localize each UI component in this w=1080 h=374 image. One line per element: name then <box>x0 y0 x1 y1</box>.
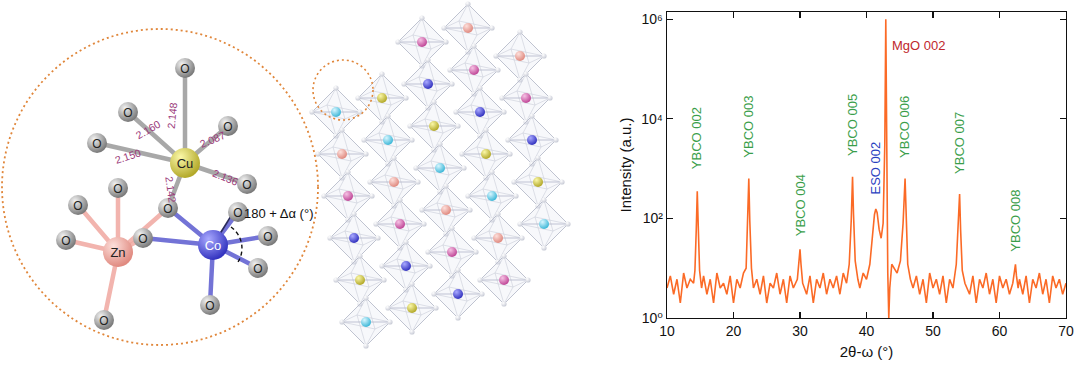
svg-text:YBCO 005: YBCO 005 <box>845 94 860 156</box>
svg-text:Cu: Cu <box>177 156 194 171</box>
svg-text:O: O <box>242 178 251 192</box>
svg-text:O: O <box>113 182 122 196</box>
svg-text:10: 10 <box>659 323 675 339</box>
svg-text:10²: 10² <box>643 210 664 226</box>
svg-text:180 + Δα (°): 180 + Δα (°) <box>244 206 313 221</box>
svg-text:O: O <box>99 314 108 328</box>
svg-text:Intensity (a.u.): Intensity (a.u.) <box>617 117 634 212</box>
svg-text:ESO 002: ESO 002 <box>868 142 883 195</box>
svg-text:10⁶: 10⁶ <box>642 11 663 27</box>
svg-text:O: O <box>61 234 70 248</box>
svg-text:O: O <box>180 62 189 76</box>
svg-text:O: O <box>223 120 232 134</box>
svg-text:2.087: 2.087 <box>198 129 227 150</box>
svg-text:20: 20 <box>726 323 742 339</box>
svg-text:MgO 002: MgO 002 <box>892 38 945 53</box>
svg-text:O: O <box>138 232 147 246</box>
svg-text:YBCO 002: YBCO 002 <box>689 107 704 169</box>
svg-text:O: O <box>123 106 132 120</box>
svg-text:O: O <box>92 137 101 151</box>
svg-text:O: O <box>205 299 214 313</box>
svg-text:O: O <box>263 230 272 244</box>
svg-text:70: 70 <box>1058 323 1074 339</box>
svg-text:YBCO 007: YBCO 007 <box>952 112 967 174</box>
svg-text:10⁴: 10⁴ <box>641 111 663 127</box>
svg-text:YBCO 004: YBCO 004 <box>793 174 808 236</box>
svg-text:O: O <box>163 202 172 216</box>
svg-text:2.148: 2.148 <box>165 102 179 129</box>
svg-text:2θ-ω (°): 2θ-ω (°) <box>840 343 894 360</box>
svg-text:40: 40 <box>859 323 875 339</box>
svg-text:2.136: 2.136 <box>211 167 240 188</box>
svg-text:O: O <box>233 206 242 220</box>
svg-text:YBCO 003: YBCO 003 <box>741 96 756 158</box>
svg-text:2.150: 2.150 <box>113 146 142 166</box>
svg-text:60: 60 <box>992 323 1008 339</box>
svg-text:50: 50 <box>925 323 941 339</box>
svg-text:YBCO 006: YBCO 006 <box>897 96 912 158</box>
svg-text:2.160: 2.160 <box>134 118 163 142</box>
svg-text:YBCO 008: YBCO 008 <box>1008 190 1023 252</box>
svg-text:Zn: Zn <box>110 245 125 260</box>
svg-text:2.142: 2.142 <box>163 176 179 204</box>
svg-text:30: 30 <box>792 323 808 339</box>
svg-text:O: O <box>253 262 262 276</box>
svg-text:10⁰: 10⁰ <box>642 310 664 326</box>
svg-text:Co: Co <box>205 238 222 253</box>
svg-text:O: O <box>73 199 82 213</box>
